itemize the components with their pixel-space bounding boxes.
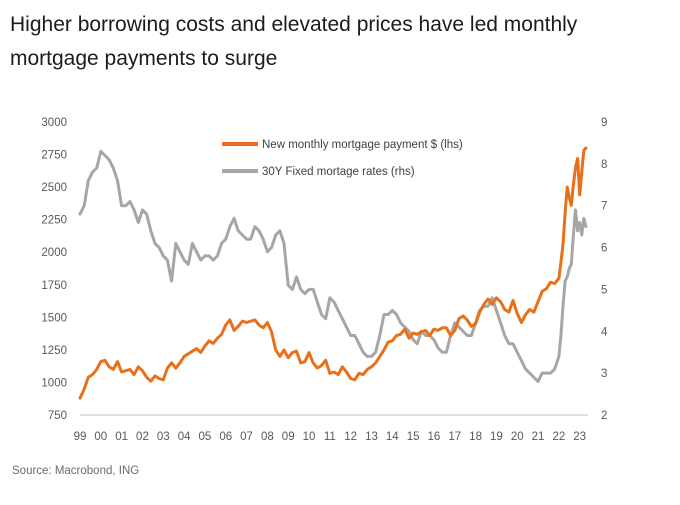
x-tick-label: 13 [365, 431, 378, 443]
x-tick-label: 23 [573, 431, 586, 443]
x-tick-label: 00 [94, 431, 107, 443]
axes-group: 3000275025002250200017501500125010007509… [41, 117, 608, 443]
x-tick-label: 06 [219, 431, 232, 443]
y-right-tick-label: 2 [601, 410, 607, 422]
x-tick-label: 05 [199, 431, 212, 443]
y-right-tick-label: 6 [601, 243, 607, 255]
series-group [78, 146, 588, 400]
y-left-tick-label: 750 [48, 410, 67, 422]
y-right-tick-label: 4 [601, 326, 608, 338]
x-tick-label: 07 [240, 431, 253, 443]
y-left-tick-label: 2500 [41, 182, 67, 194]
y-left-tick-label: 1250 [41, 345, 67, 357]
series-line-payment [78, 146, 588, 400]
y-left-tick-label: 2000 [41, 247, 67, 259]
series-line-rate [78, 149, 588, 383]
x-tick-label: 10 [303, 431, 316, 443]
x-tick-label: 21 [532, 431, 545, 443]
x-tick-label: 18 [469, 431, 482, 443]
y-left-tick-label: 3000 [41, 117, 67, 129]
x-tick-label: 09 [282, 431, 295, 443]
y-right-tick-label: 3 [601, 368, 607, 380]
source-note: Source: Macrobond, ING [12, 465, 140, 477]
x-tick-label: 22 [552, 431, 565, 443]
y-right-tick-label: 8 [601, 159, 607, 171]
legend: New monthly mortgage payment $ (lhs) 30Y … [222, 139, 463, 178]
x-tick-label: 99 [74, 431, 87, 443]
x-tick-label: 08 [261, 431, 274, 443]
x-tick-label: 04 [178, 431, 191, 443]
y-left-tick-label: 2250 [41, 215, 67, 227]
legend-label-rate: 30Y Fixed mortage rates (rhs) [262, 166, 415, 178]
legend-label-payment: New monthly mortgage payment $ (lhs) [262, 139, 463, 151]
x-tick-label: 12 [344, 431, 357, 443]
y-left-tick-label: 1500 [41, 312, 67, 324]
x-tick-label: 16 [428, 431, 441, 443]
x-tick-label: 01 [115, 431, 128, 443]
x-tick-label: 03 [157, 431, 170, 443]
x-tick-label: 20 [511, 431, 524, 443]
y-left-tick-label: 1000 [41, 377, 67, 389]
y-right-tick-label: 7 [601, 201, 607, 213]
x-tick-label: 02 [136, 431, 149, 443]
x-tick-label: 14 [386, 431, 399, 443]
y-left-tick-label: 2750 [41, 150, 67, 162]
chart-title: Higher borrowing costs and elevated pric… [10, 13, 578, 70]
x-tick-label: 15 [407, 431, 420, 443]
y-left-tick-label: 1750 [41, 280, 67, 292]
x-tick-label: 19 [490, 431, 503, 443]
line-chart: 3000275025002250200017501500125010007509… [41, 117, 608, 443]
y-right-tick-label: 9 [601, 117, 607, 129]
x-tick-label: 11 [324, 431, 336, 443]
y-right-tick-label: 5 [601, 284, 607, 296]
x-tick-label: 17 [448, 431, 461, 443]
